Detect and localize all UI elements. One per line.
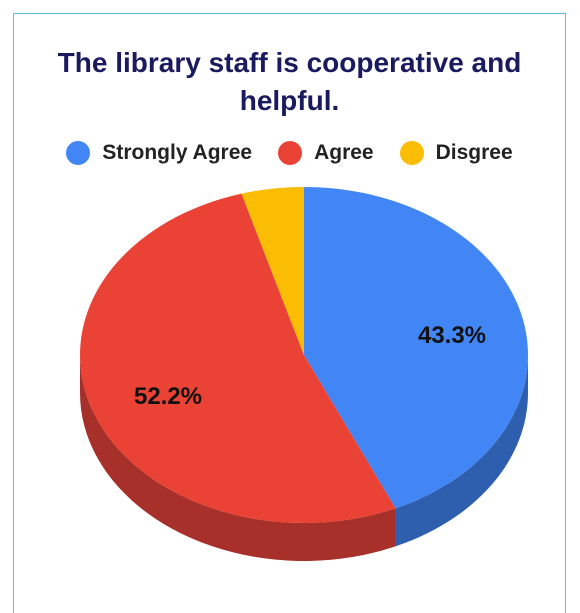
chart-legend: Strongly Agree Agree Disgree <box>13 138 566 168</box>
legend-label-strongly-agree: Strongly Agree <box>102 141 253 164</box>
pie-side-agree <box>80 355 396 561</box>
pie-side-strongly-agree <box>395 355 528 547</box>
legend-item-disgree: Disgree <box>399 141 513 165</box>
legend-label-disgree: Disgree <box>435 141 513 164</box>
legend-item-agree: Agree <box>278 141 374 165</box>
data-label-strongly-agree: 43.3% <box>418 322 486 349</box>
legend-swatch-strongly-agree <box>66 141 91 165</box>
data-label-agree: 52.2% <box>134 383 202 410</box>
legend-label-agree: Agree <box>314 141 374 164</box>
pie-slices <box>80 187 528 523</box>
pie-sides <box>80 355 528 561</box>
pie-slice-strongly-agree <box>304 187 528 509</box>
pie-chart: 43.3% 52.2% <box>80 187 528 561</box>
pie-slice-disgree <box>241 187 304 355</box>
pie-slice-agree <box>80 193 396 523</box>
legend-swatch-agree <box>278 141 303 165</box>
legend-item-strongly-agree: Strongly Agree <box>66 141 252 165</box>
pie-data-labels: 43.3% 52.2% <box>134 322 486 410</box>
legend-swatch-disgree <box>399 141 424 165</box>
chart-title: The library staff is cooperative and hel… <box>57 47 522 116</box>
